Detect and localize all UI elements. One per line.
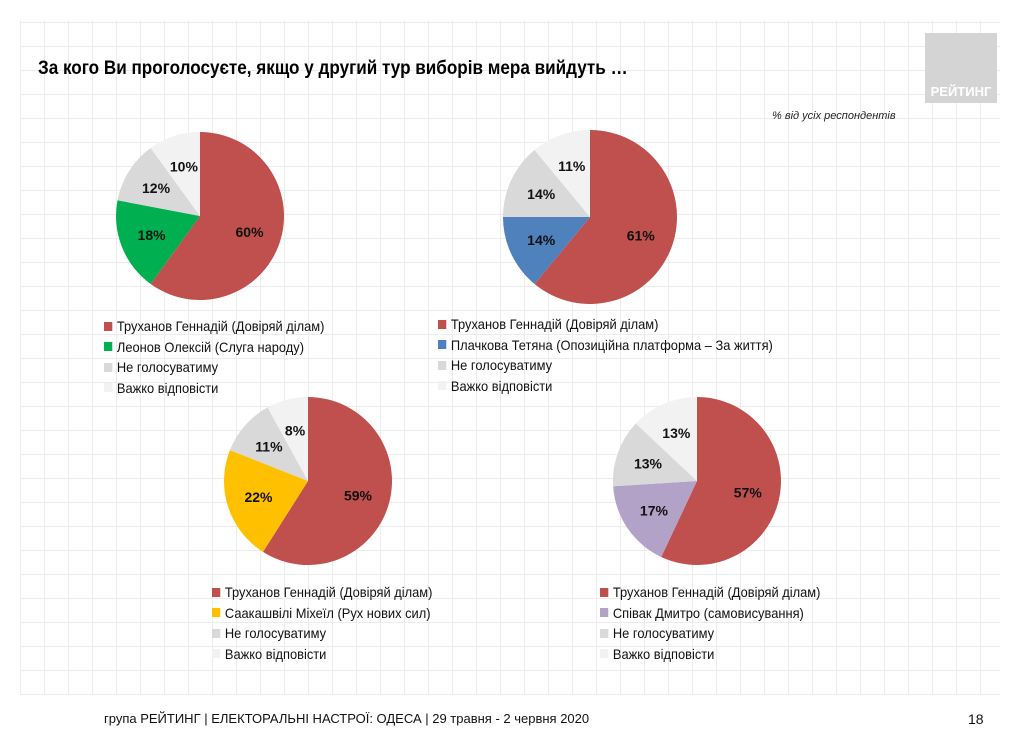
legend-swatch xyxy=(104,342,113,352)
legend-swatch xyxy=(212,587,221,597)
legend-item: Не голосуватиму xyxy=(438,355,773,376)
legend-item: Важко відповісти xyxy=(438,376,773,397)
background-grid xyxy=(20,20,1000,695)
legend-label: Труханов Геннадій (Довіряй ділам) xyxy=(612,584,821,601)
data-label: 60% xyxy=(236,224,265,240)
legend-label: Не голосуватиму xyxy=(450,357,553,374)
legend-swatch xyxy=(600,628,609,638)
legend-label: Не голосуватиму xyxy=(224,625,327,642)
legend-item: Важко відповісти xyxy=(600,644,820,665)
pie-slice xyxy=(503,217,590,285)
legend-label: Плачкова Тетяна (Опозиційна платформа – … xyxy=(450,336,773,353)
legend-label: Саакашвілі Міхеїл (Рух нових сил) xyxy=(224,604,431,621)
logo-text: РЕЙТИНГ xyxy=(930,84,992,99)
legend-item: Співак Дмитро (самовисування) xyxy=(600,603,820,624)
pie-slice xyxy=(635,397,697,481)
data-label: 17% xyxy=(640,502,669,518)
legend-item: Труханов Геннадій (Довіряй ділам) xyxy=(212,582,432,603)
data-label: 13% xyxy=(662,425,691,441)
pie-slice xyxy=(117,148,200,216)
legend-swatch xyxy=(104,383,113,393)
legend-label: Труханов Геннадій (Довіряй ділам) xyxy=(450,316,659,333)
legend-item: Важко відповісти xyxy=(104,378,324,399)
pie-slice xyxy=(661,397,781,565)
legend-swatch xyxy=(104,321,113,331)
pie-slice xyxy=(150,132,200,216)
legend-swatch xyxy=(600,649,609,659)
data-label: 11% xyxy=(255,439,283,455)
page-number: 18 xyxy=(968,711,984,727)
legend-swatch xyxy=(212,628,221,638)
legend-swatch xyxy=(600,608,609,618)
legend-label: Важко відповісти xyxy=(450,377,553,394)
pie-slice xyxy=(150,132,284,300)
legend-item: Труханов Геннадій (Довіряй ділам) xyxy=(104,316,324,337)
legend-label: Труханов Геннадій (Довіряй ділам) xyxy=(116,318,325,335)
legend-label: Не голосуватиму xyxy=(116,359,219,376)
legend-label: Труханов Геннадій (Довіряй ділам) xyxy=(224,584,433,601)
pie-slice xyxy=(613,481,697,558)
legend-label: Леонов Олексій (Слуга народу) xyxy=(116,338,305,355)
legend-swatch xyxy=(212,608,221,618)
data-label: 13% xyxy=(634,455,663,471)
pie-slice xyxy=(262,397,393,565)
legend-item: Труханов Геннадій (Довіряй ділам) xyxy=(438,314,773,335)
legend: Труханов Геннадій (Довіряй ділам) Леонов … xyxy=(104,316,324,398)
legend-swatch xyxy=(438,360,447,370)
pie-slice xyxy=(534,130,678,304)
legend-swatch xyxy=(438,340,447,350)
data-label: 22% xyxy=(244,489,273,505)
legend: Труханов Геннадій (Довіряй ділам) Плачков… xyxy=(438,314,773,396)
legend-item: Плачкова Тетяна (Опозиційна платформа – … xyxy=(438,335,773,356)
data-label: 14% xyxy=(527,186,556,202)
pie-slice xyxy=(267,397,308,481)
data-label: 11% xyxy=(558,158,586,174)
data-label: 10% xyxy=(170,158,199,174)
legend-item: Важко відповісти xyxy=(212,644,432,665)
data-label: 57% xyxy=(734,484,763,500)
legend-label: Співак Дмитро (самовисування) xyxy=(612,604,804,621)
legend-item: Саакашвілі Міхеїл (Рух нових сил) xyxy=(212,603,432,624)
logo: РЕЙТИНГ xyxy=(925,33,997,103)
legend-swatch xyxy=(212,649,221,659)
legend-label: Важко відповісти xyxy=(116,379,219,396)
pie-slice xyxy=(224,450,308,552)
legend-label: Не голосуватиму xyxy=(612,625,715,642)
legend-item: Леонов Олексій (Слуга народу) xyxy=(104,337,324,358)
pie-slice xyxy=(503,149,590,217)
data-label: 12% xyxy=(142,180,171,196)
data-label: 8% xyxy=(285,423,306,439)
legend-item: Не голосуватиму xyxy=(104,357,324,378)
data-label: 61% xyxy=(627,227,656,243)
legend: Труханов Геннадій (Довіряй ділам) Саакашв… xyxy=(212,582,432,664)
subtitle: % від усіх респондентів xyxy=(772,110,896,122)
data-label: 14% xyxy=(527,232,556,248)
legend-swatch xyxy=(438,381,447,391)
legend-swatch xyxy=(104,362,113,372)
pie-slice xyxy=(229,407,308,481)
pie-slice xyxy=(115,200,200,284)
legend-label: Важко відповісти xyxy=(224,645,327,662)
legend-swatch xyxy=(600,587,609,597)
legend: Труханов Геннадій (Довіряй ділам) Співак … xyxy=(600,582,820,664)
pie-slice xyxy=(613,423,697,487)
data-label: 59% xyxy=(344,488,373,504)
legend-item: Не голосуватиму xyxy=(600,623,820,644)
legend-label: Важко відповісти xyxy=(612,645,715,662)
pie-slice xyxy=(534,130,590,217)
legend-item: Не голосуватиму xyxy=(212,623,432,644)
data-label: 18% xyxy=(138,227,167,243)
footer: група РЕЙТИНГ | ЕЛЕКТОРАЛЬНІ НАСТРОЇ: ОД… xyxy=(104,711,590,726)
page-title: За кого Ви проголосуєте, якщо у другий т… xyxy=(38,58,628,79)
legend-item: Труханов Геннадій (Довіряй ділам) xyxy=(600,582,820,603)
legend-swatch xyxy=(438,319,447,329)
